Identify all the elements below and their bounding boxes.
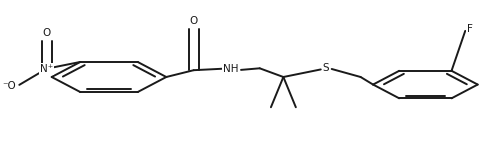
Text: NH: NH [223, 64, 239, 74]
Text: F: F [467, 24, 473, 34]
Text: S: S [323, 63, 329, 73]
Text: O: O [190, 16, 198, 26]
Text: ⁻O: ⁻O [3, 81, 16, 91]
Text: N⁺: N⁺ [40, 64, 53, 74]
Text: O: O [42, 28, 51, 38]
